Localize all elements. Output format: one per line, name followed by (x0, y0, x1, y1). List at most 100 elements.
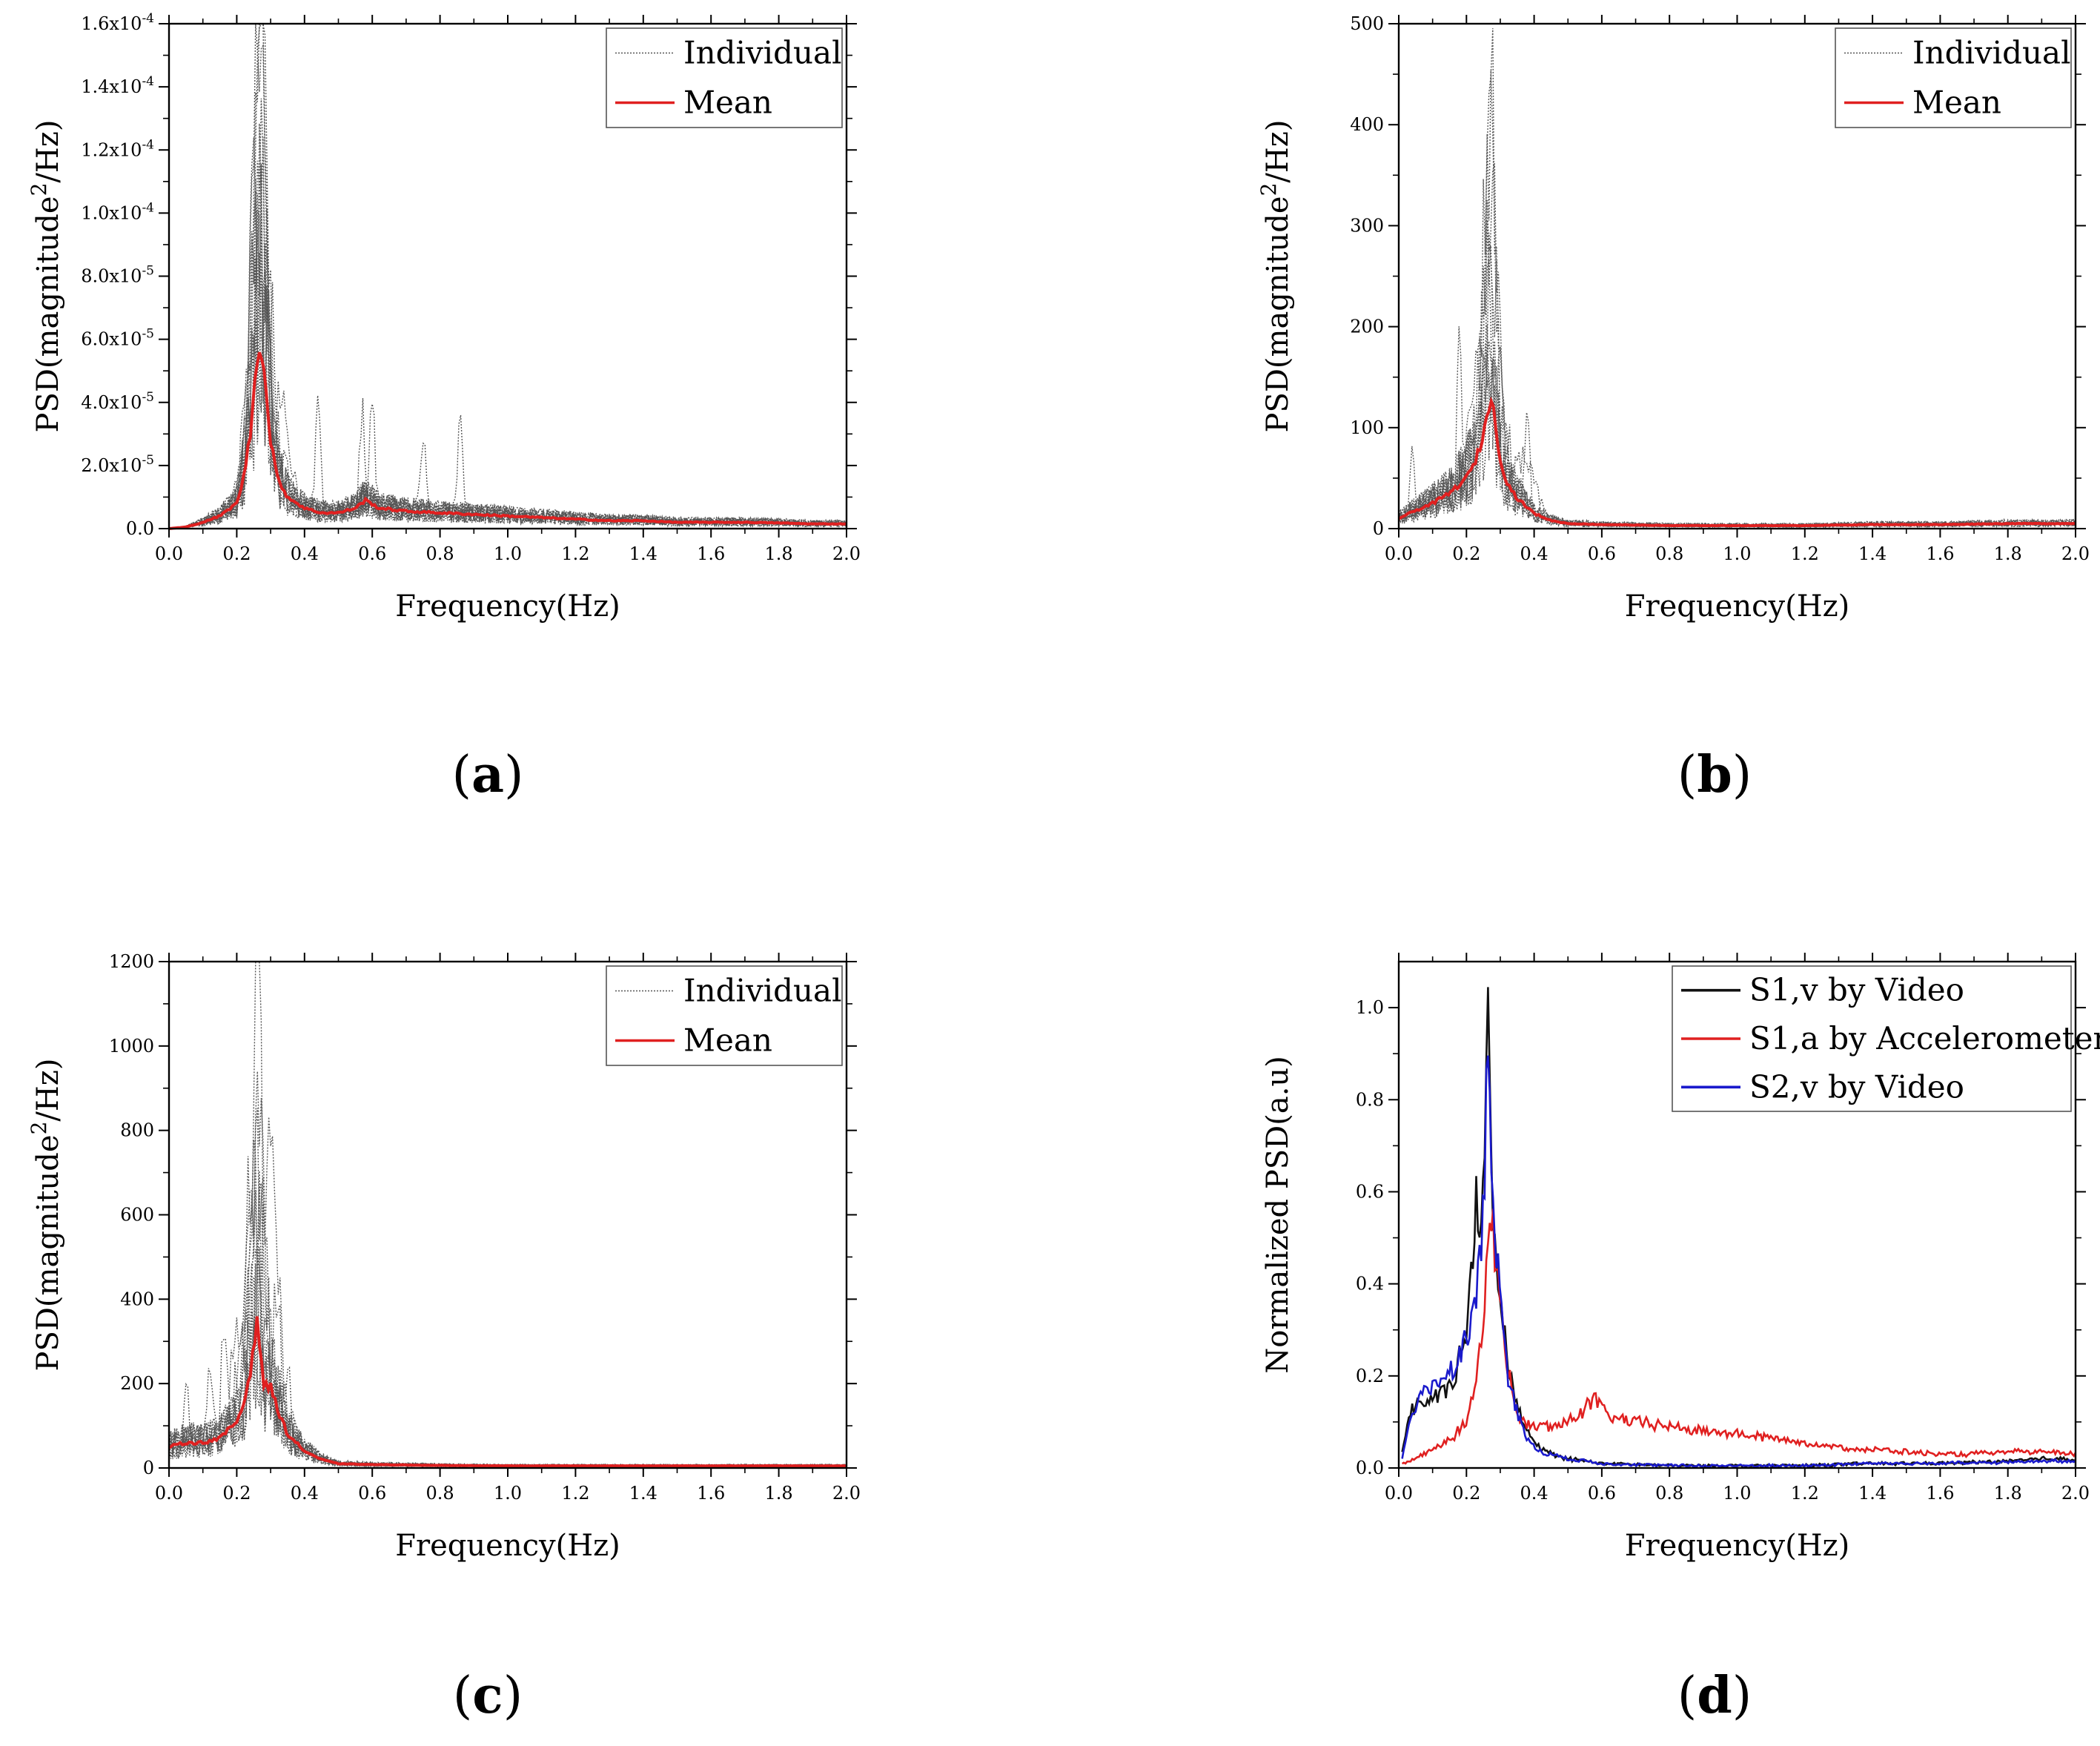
y-tick-mantissa: 500 (1350, 13, 1384, 34)
x-axis-title: Frequency(Hz) (1625, 1529, 1850, 1563)
y-tick-mantissa: 800 (120, 1120, 154, 1141)
x-tick-label: 1.6 (697, 1483, 725, 1504)
y-tick-exponent: -5 (142, 327, 154, 342)
legend: Individual Mean (606, 965, 843, 1066)
individual-trace-12 (168, 243, 847, 529)
y-tick-mantissa: 0 (143, 1458, 154, 1478)
y-tick-label: 0.2 (1356, 1366, 1384, 1386)
y-tick-label: 500 (1350, 13, 1384, 34)
y-tick-mantissa: 200 (120, 1373, 154, 1394)
y-tick-exponent: -4 (142, 137, 154, 152)
x-tick-label: 2.0 (2061, 1483, 2090, 1504)
y-tick-label: 600 (120, 1205, 154, 1226)
y-tick-mantissa: 100 (1350, 417, 1384, 438)
y-tick-mantissa: 1200 (109, 951, 154, 972)
individual-trace-10 (1398, 326, 2076, 529)
chart-a: 0.0 0.2 0.4 0.6 0.8 1.0 1.2 1.4 1.6 1.8 2.0 0.0 2.0x… (27, 11, 861, 624)
y-tick-exponent: -5 (142, 453, 154, 468)
y-tick-mantissa: 0.2 (1356, 1366, 1384, 1386)
x-tick-label: 1.4 (629, 1483, 658, 1504)
y-tick-label: 1.6x10-4 (81, 11, 154, 34)
y-axis-title-part: 2 (27, 183, 51, 196)
y-axis-title-part: PSD(magnitude (1261, 196, 1295, 432)
y-axis-title-part: Normalized PSD(a.u) (1261, 1056, 1295, 1374)
y-tick-exponent: -5 (142, 264, 154, 279)
x-tick-label: 0.2 (1452, 543, 1480, 564)
chart-d: 0.0 0.2 0.4 0.6 0.8 1.0 1.2 1.4 1.6 1.8 2.0 0.0 0.2 0… (1261, 953, 2100, 1563)
individual-trace-5 (168, 123, 847, 529)
x-tick-label: 1.2 (561, 543, 589, 564)
y-tick-label: 0.8 (1356, 1089, 1384, 1110)
legend-label-mean: Mean (683, 85, 772, 121)
y-tick-label: 0 (1373, 518, 1384, 539)
x-tick-label: 0.4 (291, 543, 319, 564)
y-tick-mantissa: 0.0 (1356, 1458, 1384, 1478)
x-tick-label: 0.6 (358, 1483, 386, 1504)
x-tick-label: 0.0 (1385, 543, 1413, 564)
x-tick-label: 0.4 (1520, 1483, 1548, 1504)
x-tick-label: 1.2 (1791, 1483, 1819, 1504)
x-axis-title: Frequency(Hz) (1625, 589, 1850, 624)
y-tick-label: 0.0 (1356, 1458, 1384, 1478)
x-tick-label: 1.0 (494, 543, 522, 564)
x-tick-label: 2.0 (832, 1483, 861, 1504)
x-tick-label: 2.0 (832, 543, 861, 564)
y-tick-label: 1200 (109, 951, 154, 972)
y-tick-mantissa: 1.4x10 (81, 76, 142, 97)
y-tick-mantissa: 400 (1350, 114, 1384, 135)
y-axis-title-part: PSD(magnitude (31, 196, 65, 432)
x-tick-label: 0.8 (1655, 1483, 1683, 1504)
x-tick-label: 0.8 (426, 543, 454, 564)
x-axis-title: Frequency(Hz) (395, 589, 620, 624)
x-tick-label: 0.0 (1385, 1483, 1413, 1504)
x-tick-label: 1.4 (629, 543, 658, 564)
panel-label-b: (b) (1677, 745, 1752, 804)
y-tick-label: 300 (1350, 215, 1384, 236)
y-tick-label: 1.0 (1356, 997, 1384, 1018)
x-tick-label: 0.4 (291, 1483, 319, 1504)
y-tick-mantissa: 4.0x10 (81, 392, 142, 413)
x-tick-label: 1.8 (765, 1483, 793, 1504)
legend-label-s1v: S1,v by Video (1749, 972, 1964, 1008)
y-tick-mantissa: 6.0x10 (81, 329, 142, 350)
y-tick-mantissa: 1.0x10 (81, 202, 142, 223)
y-axis-title: PSD(magnitude2/Hz) (27, 120, 65, 433)
y-tick-exponent: -5 (142, 390, 154, 405)
y-tick-mantissa: 0 (1373, 518, 1384, 539)
y-tick-mantissa: 1.0 (1356, 997, 1384, 1018)
x-tick-label: 0.2 (222, 543, 251, 564)
x-tick-label: 0.2 (1452, 1483, 1480, 1504)
x-tick-label: 1.6 (1926, 543, 1954, 564)
x-tick-label: 0.8 (426, 1483, 454, 1504)
individual-trace-8 (168, 191, 847, 529)
x-tick-label: 0.8 (1655, 543, 1683, 564)
y-tick-label: 0 (143, 1458, 154, 1478)
x-tick-label: 1.8 (1994, 1483, 2022, 1504)
series-line-s2v (1401, 1055, 2076, 1469)
y-axis-title: PSD(magnitude2/Hz) (1256, 120, 1295, 433)
chart-b: 0.0 0.2 0.4 0.6 0.8 1.0 1.2 1.4 1.6 1.8 2.0 0 100 200… (1256, 13, 2090, 624)
x-tick-label: 1.0 (1723, 543, 1751, 564)
chart-c: 0.0 0.2 0.4 0.6 0.8 1.0 1.2 1.4 1.6 1.8 2.0 0 200 400… (27, 951, 861, 1563)
y-tick-mantissa: 600 (120, 1205, 154, 1226)
y-tick-label: 100 (1350, 417, 1384, 438)
x-tick-label: 1.6 (1926, 1483, 1954, 1504)
y-tick-mantissa: 0.6 (1356, 1181, 1384, 1202)
x-tick-label: 0.0 (155, 1483, 183, 1504)
y-tick-mantissa: 1000 (109, 1036, 154, 1056)
legend-label-s2v: S2,v by Video (1749, 1068, 1964, 1105)
panel-label-d: (d) (1677, 1666, 1752, 1725)
x-tick-label: 1.6 (697, 543, 725, 564)
x-tick-label: 2.0 (2061, 543, 2090, 564)
y-tick-label: 200 (120, 1373, 154, 1394)
mean-line (168, 351, 847, 530)
y-tick-mantissa: 1.2x10 (81, 139, 142, 160)
legend-box (606, 27, 843, 128)
x-tick-label: 0.2 (222, 1483, 251, 1504)
y-tick-label: 1.4x10-4 (81, 74, 154, 97)
legend-label-individual: Individual (683, 973, 842, 1009)
individual-trace-7 (1398, 324, 2076, 529)
x-tick-label: 1.0 (1723, 1483, 1751, 1504)
y-tick-label: 0.4 (1356, 1274, 1384, 1294)
